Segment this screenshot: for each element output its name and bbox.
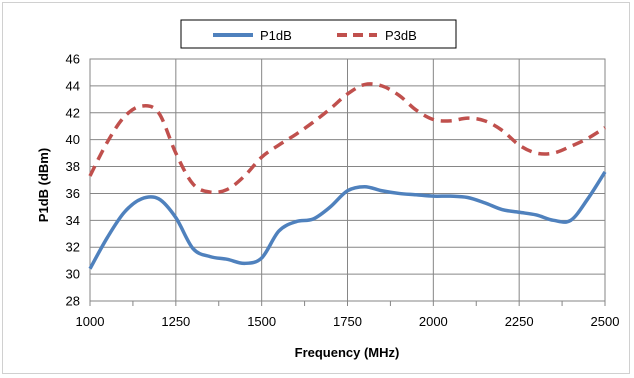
y-tick-label: 44 <box>66 78 80 93</box>
x-tick-label: 1000 <box>76 314 105 329</box>
chart-frame <box>2 2 630 374</box>
x-minor-ticks <box>89 301 606 306</box>
x-tick-label: 2500 <box>591 314 620 329</box>
series-layer <box>88 82 607 270</box>
y-tick-label: 32 <box>66 240 80 255</box>
series-line-p1db <box>88 170 607 270</box>
y-tick-label: 28 <box>66 294 80 309</box>
legend-label-p3db: P3dB <box>385 28 417 43</box>
x-tick-label: 2250 <box>505 314 534 329</box>
y-axis-title: P1dB (dBm) <box>36 148 51 222</box>
y-tick-label: 30 <box>66 267 80 282</box>
x-tick-label: 1500 <box>247 314 276 329</box>
x-tick-labels: 1000 1250 1500 1750 2000 2250 2500 <box>76 314 620 329</box>
y-tick-label: 46 <box>66 52 80 67</box>
legend-label-p1db: P1dB <box>260 28 292 43</box>
y-tick-label: 38 <box>66 159 80 174</box>
x-tick-label: 2000 <box>419 314 448 329</box>
x-tick-label: 1750 <box>333 314 362 329</box>
y-tick-label: 34 <box>66 213 80 228</box>
x-axis-title: Frequency (MHz) <box>295 345 400 360</box>
legend: P1dB P3dB <box>180 19 457 49</box>
x-tick-label: 1250 <box>161 314 190 329</box>
y-tick-labels: 28 30 32 34 36 38 40 42 44 46 <box>66 52 80 309</box>
series-line-p3db <box>88 82 606 195</box>
y-tick-label: 40 <box>66 132 80 147</box>
y-tick-label: 36 <box>66 186 80 201</box>
y-tick-label: 42 <box>66 105 80 120</box>
